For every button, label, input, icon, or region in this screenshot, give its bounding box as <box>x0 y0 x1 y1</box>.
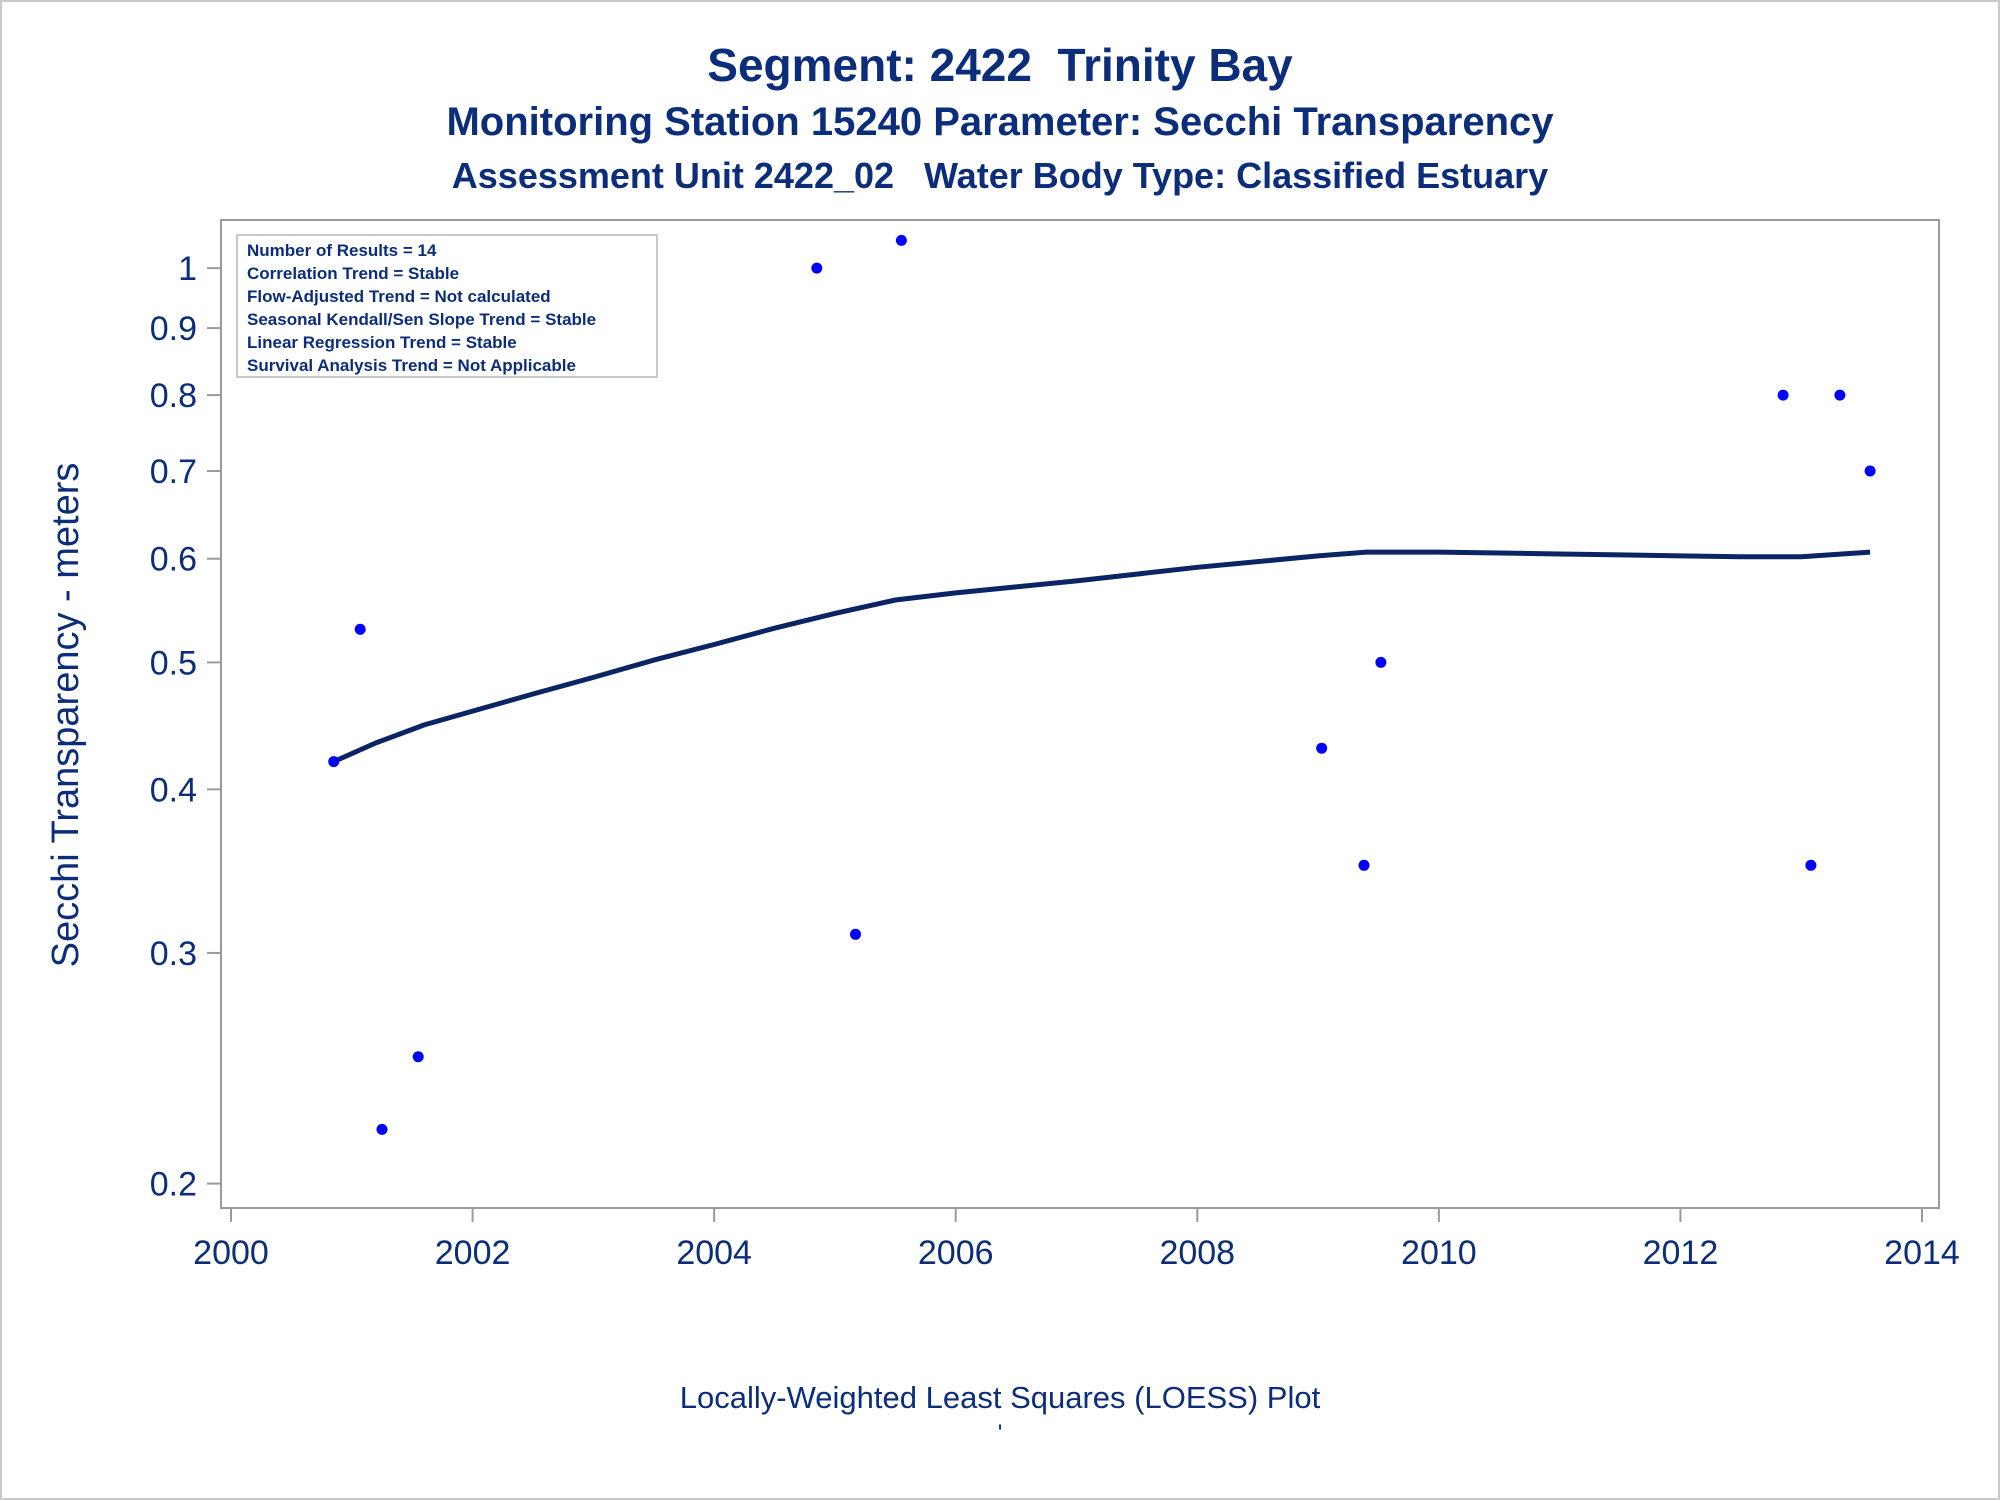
stats-box-border <box>236 234 658 378</box>
stat-correlation-trend: Correlation Trend = Stable <box>247 264 459 283</box>
data-point <box>895 234 907 246</box>
data-point <box>1805 859 1817 871</box>
x-tick-label: 2002 <box>435 1234 511 1272</box>
stat-linear-regression-trend: Linear Regression Trend = Stable <box>247 333 517 352</box>
stat-flow-adjusted-trend: Flow-Adjusted Trend = Not calculated <box>247 287 551 306</box>
y-tick-label: 1 <box>178 250 197 288</box>
chart-subtitle-station: Monitoring Station 15240 Parameter: Secc… <box>446 100 1554 144</box>
x-tick-label: 2014 <box>1884 1234 1960 1272</box>
data-point <box>1864 465 1876 477</box>
x-tick-label: 2012 <box>1643 1234 1719 1272</box>
plot-border <box>220 219 1940 1209</box>
stat-survival-analysis-trend: Survival Analysis Trend = Not Applicable <box>247 356 576 375</box>
x-tick-label: 2000 <box>193 1234 269 1272</box>
data-point <box>1834 389 1846 401</box>
data-point <box>328 756 340 768</box>
x-axis: 2000 2002 2004 2006 2008 2010 2012 2014 <box>193 1208 1960 1272</box>
stats-box: Number of Results = 14 Correlation Trend… <box>236 234 658 378</box>
y-axis: 0.2 0.3 0.4 0.5 0.6 0.7 0.8 0.9 1 <box>150 250 221 1204</box>
footnote: Locally-Weighted Least Squares (LOESS) P… <box>679 1380 1321 1415</box>
loess-series <box>332 549 1871 764</box>
chart-subtitle-assessment: Assessment Unit 2422_02 Water Body Type:… <box>451 155 1549 196</box>
y-tick-label: 0.3 <box>150 935 197 973</box>
chart-title: Segment: 2422 Trinity Bay <box>707 39 1293 91</box>
x-tick-label: 2004 <box>676 1234 752 1272</box>
data-point <box>354 623 366 635</box>
x-tick-label: 2008 <box>1159 1234 1235 1272</box>
data-point <box>1358 859 1370 871</box>
stat-number-of-results: Number of Results = 14 <box>247 241 437 260</box>
x-tick-label: 2006 <box>918 1234 994 1272</box>
y-tick-label: 0.9 <box>150 310 197 348</box>
y-tick-label: 0.8 <box>150 377 197 415</box>
y-axis-label: Secchi Transparency - meters <box>45 463 87 968</box>
stat-seasonal-kendall-trend: Seasonal Kendall/Sen Slope Trend = Stabl… <box>247 310 596 329</box>
data-point <box>811 262 823 274</box>
footnote-mark: ' <box>997 1420 1003 1447</box>
data-point <box>412 1051 424 1063</box>
y-tick-label: 0.4 <box>150 771 197 809</box>
y-tick-label: 0.6 <box>150 541 197 579</box>
data-point <box>1777 389 1789 401</box>
data-point <box>850 928 861 940</box>
data-point <box>1375 656 1387 668</box>
y-tick-label: 0.2 <box>150 1166 197 1204</box>
data-point <box>376 1123 388 1135</box>
data-point <box>1316 742 1328 754</box>
y-tick-label: 0.7 <box>150 453 197 491</box>
y-tick-label: 0.5 <box>150 644 197 682</box>
scatter-series <box>328 234 1876 1135</box>
x-tick-label: 2010 <box>1401 1234 1477 1272</box>
loess-line <box>332 549 1871 764</box>
